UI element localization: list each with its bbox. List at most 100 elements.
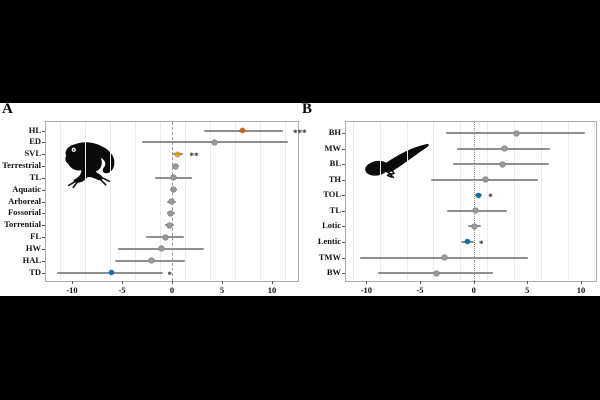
panel-b-letter: B xyxy=(302,101,313,117)
point-estimate xyxy=(211,139,217,145)
point-estimate xyxy=(475,192,481,198)
point-estimate xyxy=(168,210,173,216)
panel-a: A -10 -5 0 5 10 *** ** * HL ED SVL Terrestrial TL Aq… xyxy=(0,101,307,296)
x-axis-tick-label: 0 xyxy=(169,285,175,295)
row-label: TL xyxy=(29,171,41,182)
x-axis-tick-label: 0 xyxy=(471,285,476,295)
point-estimate xyxy=(166,222,172,228)
point-estimate xyxy=(172,163,178,169)
minor-gridline xyxy=(406,122,408,281)
panel-a-plot-area: -10 -5 0 5 10 *** ** * xyxy=(42,121,307,295)
point-estimate xyxy=(170,187,176,193)
row-label: HW xyxy=(25,242,41,253)
point-estimate xyxy=(175,151,180,157)
zero-reference-line xyxy=(473,122,475,281)
x-axis-tick-label: 5 xyxy=(525,285,530,295)
row-label: TL xyxy=(329,204,341,215)
minor-gridline xyxy=(379,122,381,281)
point-estimate xyxy=(465,239,471,245)
x-axis-tick xyxy=(581,281,582,284)
point-estimate xyxy=(472,223,478,229)
panel-b-plot-area: -10 -5 0 5 10 * * xyxy=(342,121,597,295)
row-label: TH xyxy=(328,173,341,184)
x-axis-tick-label: 10 xyxy=(576,285,586,295)
minor-gridline xyxy=(259,122,261,281)
minor-gridline xyxy=(567,122,569,281)
y-axis-tick xyxy=(42,260,45,262)
minor-gridline xyxy=(84,122,86,281)
x-axis-tick-label: -5 xyxy=(416,285,424,295)
y-axis-tick xyxy=(42,154,45,156)
x-axis-tick-label: -10 xyxy=(66,285,78,295)
minor-gridline xyxy=(433,122,435,281)
y-axis-tick xyxy=(342,257,345,259)
panel-a-letter: A xyxy=(2,101,13,117)
minor-gridline xyxy=(353,122,354,281)
row-label: Fossorial xyxy=(7,207,41,218)
row-label: ED xyxy=(29,136,41,147)
point-estimate xyxy=(169,199,174,204)
minor-gridline xyxy=(59,122,61,281)
point-estimate xyxy=(158,246,164,252)
y-axis-tick xyxy=(342,273,345,274)
x-axis-tick xyxy=(473,281,475,284)
row-label: HL xyxy=(28,124,41,135)
y-axis-tick xyxy=(42,237,45,238)
point-estimate xyxy=(162,234,168,240)
row-label: TMW xyxy=(318,251,341,262)
minor-gridline xyxy=(487,122,489,281)
y-axis-tick xyxy=(42,213,45,215)
minor-gridline xyxy=(594,122,596,281)
x-axis-tick xyxy=(272,281,273,284)
y-axis-tick xyxy=(42,189,45,191)
y-axis-tick xyxy=(342,241,345,243)
row-label: Lotic xyxy=(322,220,341,231)
x-axis-tick xyxy=(366,281,368,284)
row-label: BH xyxy=(328,127,341,137)
minor-gridline xyxy=(234,122,236,281)
row-label: BW xyxy=(326,267,341,277)
y-axis-tick xyxy=(342,195,345,197)
y-axis-tick xyxy=(42,272,45,274)
point-estimate xyxy=(473,208,479,214)
x-axis-tick xyxy=(420,281,421,284)
minor-gridline xyxy=(109,122,111,281)
y-axis-tick xyxy=(342,210,345,212)
y-axis-tick xyxy=(42,248,45,250)
x-axis-tick-label: 10 xyxy=(267,285,277,295)
row-label: Torrential xyxy=(4,219,41,230)
point-estimate xyxy=(500,161,506,167)
row-label: Terrestrial xyxy=(2,160,41,170)
minor-gridline xyxy=(209,122,211,281)
x-axis-tick-label: -5 xyxy=(118,285,126,295)
minor-gridline xyxy=(513,122,515,281)
point-estimate xyxy=(433,270,439,276)
point-estimate xyxy=(514,130,520,136)
minor-gridline xyxy=(284,122,286,281)
point-estimate xyxy=(239,128,245,133)
significance-stars: *** xyxy=(293,127,307,138)
significance-stars: * xyxy=(479,238,484,249)
point-estimate xyxy=(483,177,488,183)
row-label: Lentic xyxy=(317,235,341,246)
minor-gridline xyxy=(134,122,136,281)
minor-gridline xyxy=(460,122,462,281)
significance-stars: ** xyxy=(189,151,199,162)
x-axis-tick-label: 5 xyxy=(219,285,225,295)
y-axis-tick xyxy=(42,177,45,179)
frog-silhouette xyxy=(65,142,115,189)
row-label: BL xyxy=(329,158,341,169)
significance-stars: * xyxy=(488,192,493,203)
y-axis-tick xyxy=(342,179,345,181)
row-label: Arboreal xyxy=(8,195,41,206)
row-label: SVL xyxy=(24,148,41,159)
x-axis-tick xyxy=(527,281,529,284)
row-label: HAL xyxy=(22,254,41,265)
row-label: TOL xyxy=(323,189,341,200)
y-axis-tick xyxy=(342,164,345,166)
y-axis-tick xyxy=(342,226,345,228)
y-axis-tick xyxy=(42,130,45,132)
row-label: MW xyxy=(324,142,341,153)
x-axis-tick xyxy=(222,281,223,284)
x-axis-tick xyxy=(122,281,123,284)
